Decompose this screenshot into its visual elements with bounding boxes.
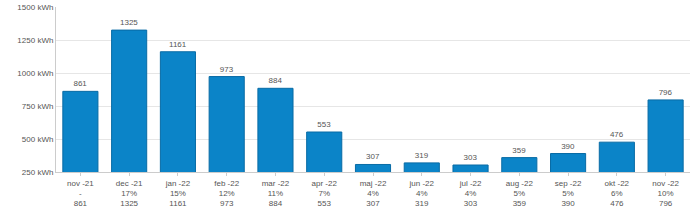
- svg-text:500 kWh: 500 kWh: [22, 135, 54, 144]
- svg-text:973: 973: [220, 65, 234, 74]
- svg-text:476: 476: [610, 130, 624, 139]
- svg-text:250 kWh: 250 kWh: [22, 168, 54, 177]
- svg-text:dec -2117%1325: dec -2117%1325: [116, 179, 143, 209]
- svg-text:553: 553: [317, 120, 331, 129]
- svg-text:jan -2215%1161: jan -2215%1161: [165, 179, 191, 209]
- svg-text:nov -2210%796: nov -2210%796: [652, 179, 679, 209]
- svg-text:319: 319: [415, 151, 429, 160]
- svg-text:sep -225%390: sep -225%390: [555, 179, 582, 209]
- svg-text:884: 884: [269, 76, 283, 85]
- svg-text:1161: 1161: [169, 40, 187, 49]
- svg-text:1250 kWh: 1250 kWh: [17, 36, 53, 45]
- svg-text:303: 303: [464, 153, 478, 162]
- svg-text:jul -224%303: jul -224%303: [459, 179, 482, 209]
- svg-text:390: 390: [561, 142, 575, 151]
- svg-text:okt -226%476: okt -226%476: [605, 179, 630, 209]
- svg-text:1000 kWh: 1000 kWh: [17, 69, 53, 78]
- svg-text:aug -225%359: aug -225%359: [506, 179, 534, 209]
- svg-text:307: 307: [366, 152, 380, 161]
- svg-text:1325: 1325: [120, 18, 138, 27]
- svg-text:1500 kWh: 1500 kWh: [17, 3, 53, 12]
- svg-text:mar -2211%884: mar -2211%884: [262, 179, 290, 209]
- svg-text:apr -227%553: apr -227%553: [312, 179, 338, 209]
- svg-text:nov -21-861: nov -21-861: [67, 179, 94, 209]
- svg-text:feb -2212%973: feb -2212%973: [214, 179, 239, 209]
- svg-text:796: 796: [659, 88, 673, 97]
- svg-text:maj -224%307: maj -224%307: [360, 179, 387, 209]
- svg-text:750 kWh: 750 kWh: [22, 102, 54, 111]
- svg-text:861: 861: [73, 79, 87, 88]
- svg-text:jun -224%319: jun -224%319: [409, 179, 435, 209]
- svg-text:359: 359: [512, 146, 526, 155]
